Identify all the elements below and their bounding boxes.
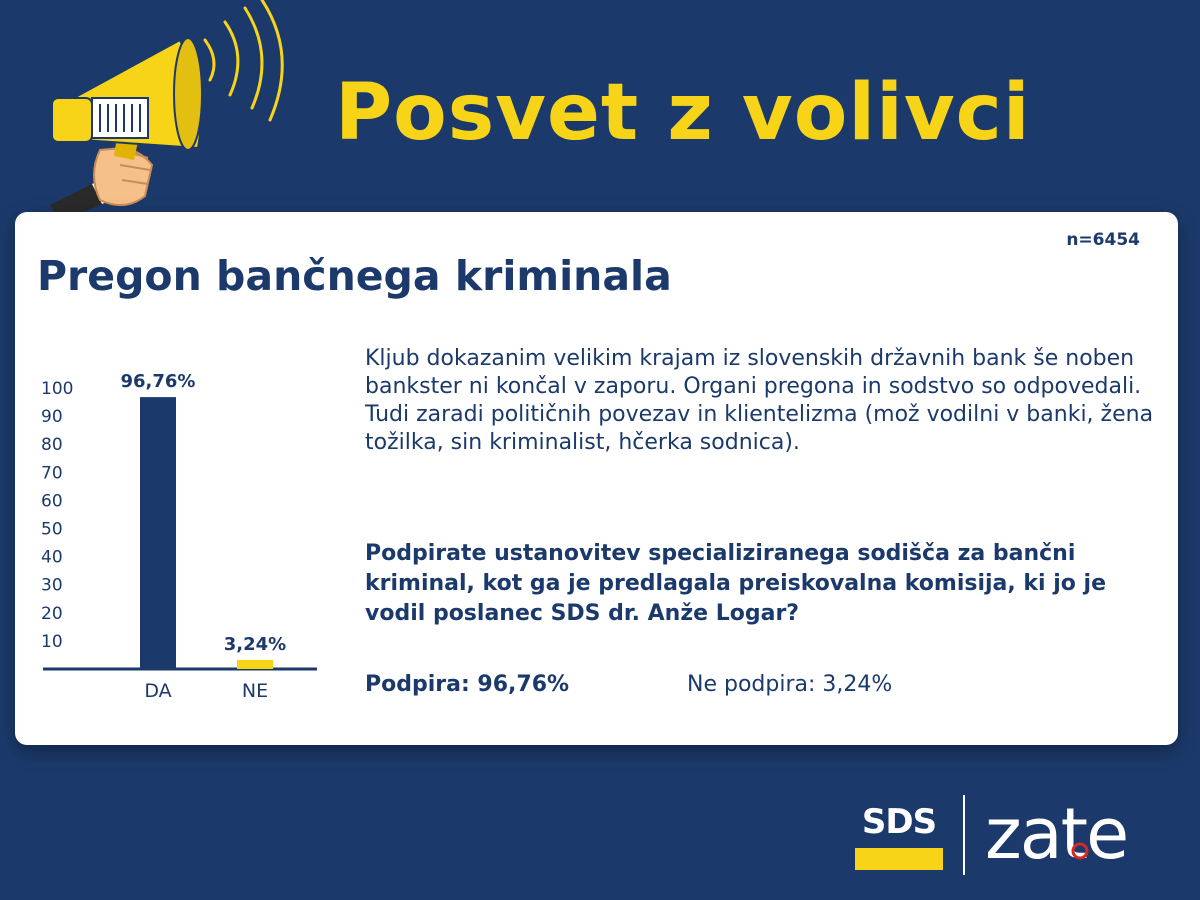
bar-ne xyxy=(237,659,273,669)
x-tick-label: DA xyxy=(144,680,171,702)
y-tick-label: 90 xyxy=(41,407,63,427)
bar-value-label: 96,76% xyxy=(121,371,196,392)
y-tick-label: 30 xyxy=(41,576,63,596)
megaphone-icon xyxy=(50,0,284,222)
y-tick-label: 70 xyxy=(41,463,63,483)
zate-logo: zate xyxy=(985,793,1129,875)
bar-value-label: 3,24% xyxy=(224,634,286,655)
y-tick-label: 20 xyxy=(41,604,63,624)
logo-divider xyxy=(963,795,965,875)
y-tick-label: 50 xyxy=(41,520,63,540)
result-support: Podpira: 96,76% xyxy=(365,672,570,697)
poll-question: Podpirate ustanovitev specializiranega s… xyxy=(365,541,1107,626)
poll-description: Kljub dokazanim velikim krajam iz sloven… xyxy=(365,346,1154,455)
result-oppose: Ne podpira: 3,24% xyxy=(687,672,893,697)
poll-card: n=6454 Pregon bančnega kriminala 10 20 30 4… xyxy=(15,212,1178,745)
poll-title: Pregon bančnega kriminala xyxy=(37,252,672,300)
bar-da xyxy=(140,397,176,669)
y-tick-label: 40 xyxy=(41,548,63,568)
sample-size: n=6454 xyxy=(1066,230,1140,250)
zate-logo-text: zate xyxy=(985,793,1127,875)
sds-logo: SDS xyxy=(855,802,943,870)
y-tick-label: 10 xyxy=(41,632,63,652)
page-title: Posvet z volivci xyxy=(335,68,1031,158)
y-tick-label: 60 xyxy=(41,491,63,511)
sds-logo-text: SDS xyxy=(861,802,937,842)
bar-chart: 10 20 30 40 50 60 70 80 90 100 96,76% DA 3,24% NE xyxy=(41,371,317,702)
y-tick-label: 100 xyxy=(41,379,73,399)
y-tick-label: 80 xyxy=(41,435,63,455)
x-tick-label: NE xyxy=(242,680,268,702)
sds-logo-bar xyxy=(855,848,943,870)
